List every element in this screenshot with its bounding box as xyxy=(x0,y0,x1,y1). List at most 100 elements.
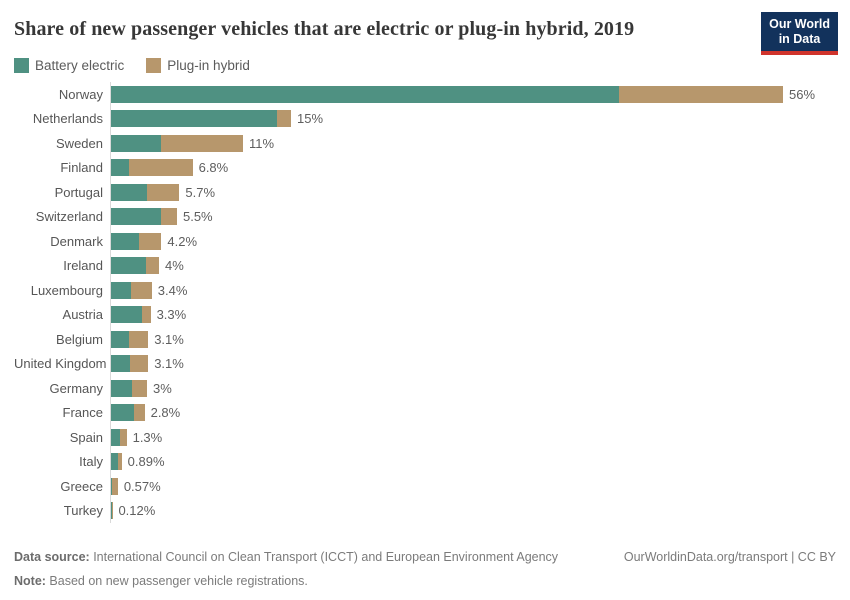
legend: Battery electric Plug-in hybrid xyxy=(14,58,836,73)
bar-segment-plug-in-hybrid[interactable] xyxy=(120,428,127,446)
footer-left: Data source: International Council on Cl… xyxy=(14,550,558,588)
bar-row-finland: Finland 6.8% xyxy=(14,155,836,180)
data-source-text: International Council on Clean Transport… xyxy=(89,550,559,565)
bar-segment-plug-in-hybrid[interactable] xyxy=(161,208,177,226)
bar-segment-battery-electric[interactable] xyxy=(111,159,129,177)
bar-segment-battery-electric[interactable] xyxy=(111,379,132,397)
bar-segment-battery-electric[interactable] xyxy=(111,355,131,373)
bar-segment-plug-in-hybrid[interactable] xyxy=(131,281,152,299)
bar-row-denmark: Denmark 4.2% xyxy=(14,229,836,254)
bar-value-label: 56% xyxy=(788,86,816,102)
bar-value-label: 3.1% xyxy=(154,331,184,347)
bar-value-label: 0.89% xyxy=(127,454,165,470)
legend-item-battery-electric[interactable]: Battery electric xyxy=(14,58,124,73)
bar-segment-plug-in-hybrid[interactable] xyxy=(117,453,122,471)
country-label: Finland xyxy=(60,160,103,176)
bar-segment-plug-in-hybrid[interactable] xyxy=(276,110,291,128)
bar-value-label: 6.8% xyxy=(198,160,229,176)
bar-segment-plug-in-hybrid[interactable] xyxy=(147,183,180,201)
bar-segment-plug-in-hybrid[interactable] xyxy=(618,85,783,103)
bar-track: 3.4% xyxy=(110,278,782,303)
bar-segment-battery-electric[interactable] xyxy=(111,428,120,446)
bar-segment-plug-in-hybrid[interactable] xyxy=(133,404,145,422)
bar-track: 3.1% xyxy=(110,327,782,352)
bar-track: 56% xyxy=(110,82,815,107)
bar-segment-battery-electric[interactable] xyxy=(111,85,619,103)
country-label: Turkey xyxy=(63,503,103,519)
bar-track: 6.8% xyxy=(110,155,782,180)
bar-segment-plug-in-hybrid[interactable] xyxy=(132,379,147,397)
footer: Data source: International Council on Cl… xyxy=(14,550,836,588)
bar-segment-battery-electric[interactable] xyxy=(111,257,146,275)
bar-value-label: 5.5% xyxy=(182,209,213,225)
bar-row-portugal: Portugal 5.7% xyxy=(14,180,836,205)
bar-track: 15% xyxy=(110,106,782,131)
bar-segment-plug-in-hybrid[interactable] xyxy=(129,330,149,348)
bar-value-label: 3% xyxy=(153,380,172,396)
country-label: Netherlands xyxy=(32,111,103,127)
bar-track: 3.3% xyxy=(110,302,782,327)
bar-row-spain: Spain 1.3% xyxy=(14,425,836,450)
bar-segment-battery-electric[interactable] xyxy=(111,134,162,152)
bar-row-italy: Italy 0.89% xyxy=(14,449,836,474)
country-label: Belgium xyxy=(56,331,103,347)
page-title: Share of new passenger vehicles that are… xyxy=(14,18,635,40)
bar-row-norway: Norway 56% xyxy=(14,82,836,107)
bar-track: 0.89% xyxy=(110,449,782,474)
note-text: Based on new passenger vehicle registrat… xyxy=(45,573,308,588)
bar-value-label: 4% xyxy=(164,258,184,274)
bar-value-label: 5.7% xyxy=(185,184,216,200)
bar-row-switzerland: Switzerland 5.5% xyxy=(14,204,836,229)
bar-segment-plug-in-hybrid[interactable] xyxy=(161,134,243,152)
note-label: Note: xyxy=(14,573,46,588)
bar-segment-battery-electric[interactable] xyxy=(111,306,143,324)
country-label: Italy xyxy=(79,454,103,470)
bar-segment-plug-in-hybrid[interactable] xyxy=(138,232,162,250)
bar-row-belgium: Belgium 3.1% xyxy=(14,327,836,352)
bar-segment-plug-in-hybrid[interactable] xyxy=(142,306,151,324)
country-label: Norway xyxy=(58,86,103,102)
country-label: United Kingdom xyxy=(14,356,107,372)
bar-track: 11% xyxy=(110,131,782,156)
bar-row-sweden: Sweden 11% xyxy=(14,131,836,156)
bar-chart: Norway 56% Netherlands 15% Sweden 11% Finland 6… xyxy=(14,82,836,523)
bar-segment-plug-in-hybrid[interactable] xyxy=(111,502,113,520)
bar-row-ireland: Ireland 4% xyxy=(14,253,836,278)
bar-value-label: 0.12% xyxy=(118,503,156,519)
bar-segment-plug-in-hybrid[interactable] xyxy=(112,477,118,495)
bar-segment-battery-electric[interactable] xyxy=(111,281,132,299)
bar-segment-battery-electric[interactable] xyxy=(111,453,118,471)
country-label: Sweden xyxy=(56,135,103,151)
country-label: Austria xyxy=(62,307,103,323)
legend-swatch-icon xyxy=(14,58,29,73)
bar-track: 4.2% xyxy=(110,229,782,254)
bar-segment-plug-in-hybrid[interactable] xyxy=(145,257,159,275)
bar-value-label: 3.1% xyxy=(154,356,184,372)
bar-segment-battery-electric[interactable] xyxy=(111,330,129,348)
data-source-line: Data source: International Council on Cl… xyxy=(14,550,558,564)
bar-segment-battery-electric[interactable] xyxy=(111,232,139,250)
bar-row-luxembourg: Luxembourg 3.4% xyxy=(14,278,836,303)
bar-track: 3% xyxy=(110,376,782,401)
bar-segment-battery-electric[interactable] xyxy=(111,183,147,201)
data-source-label: Data source: xyxy=(14,550,90,565)
country-label: Portugal xyxy=(54,184,103,200)
header: Share of new passenger vehicles that are… xyxy=(14,12,838,55)
legend-item-plug-in-hybrid[interactable]: Plug-in hybrid xyxy=(146,58,250,73)
bar-segment-plug-in-hybrid[interactable] xyxy=(130,355,149,373)
bar-track: 2.8% xyxy=(110,400,782,425)
bar-segment-battery-electric[interactable] xyxy=(111,208,162,226)
owid-logo[interactable]: Our World in Data xyxy=(761,12,838,55)
bar-value-label: 3.4% xyxy=(157,282,188,298)
bar-segment-plug-in-hybrid[interactable] xyxy=(129,159,193,177)
bar-value-label: 4.2% xyxy=(167,233,198,249)
bar-segment-battery-electric[interactable] xyxy=(111,477,113,495)
bar-segment-battery-electric[interactable] xyxy=(111,404,134,422)
country-label: Germany xyxy=(49,380,103,396)
bar-row-germany: Germany 3% xyxy=(14,376,836,401)
bar-row-netherlands: Netherlands 15% xyxy=(14,106,836,131)
owid-link[interactable]: OurWorldinData.org/transport | CC BY xyxy=(623,550,836,565)
bar-segment-battery-electric[interactable] xyxy=(111,502,112,520)
bar-segment-battery-electric[interactable] xyxy=(111,110,277,128)
